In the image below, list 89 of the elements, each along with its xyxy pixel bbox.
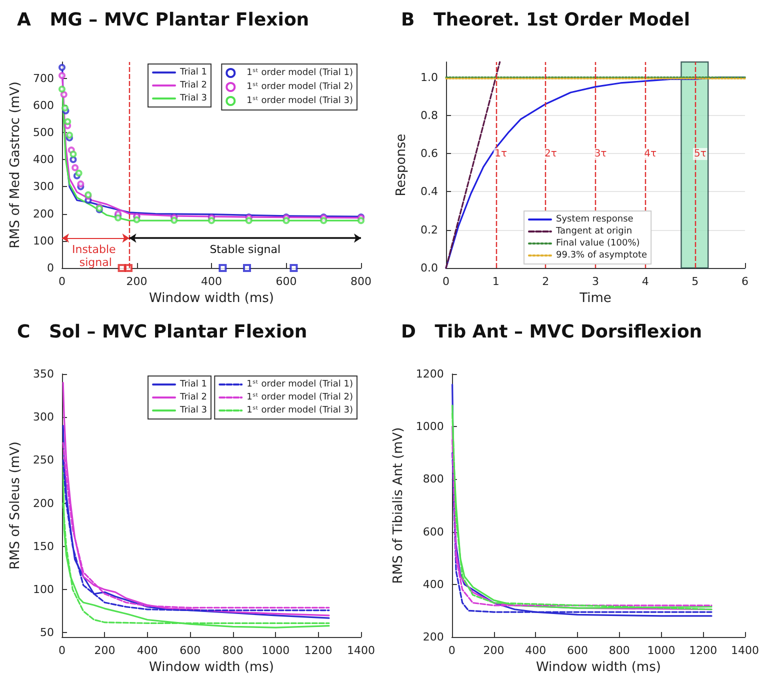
y-axis-title: RMS of Tibialis Ant (mV) — [391, 427, 406, 584]
legend-label: Trial 2 — [179, 392, 208, 402]
chart-title: D Tib Ant – MVC Dorsiflexion — [401, 322, 702, 342]
chart-title: C Sol – MVC Plantar Flexion — [17, 322, 308, 342]
y-tick-label: 350 — [33, 368, 54, 380]
y-axis-title: Response — [394, 134, 409, 196]
x-tick-label: 6 — [742, 275, 748, 288]
x-tick-label: 200 — [483, 644, 504, 657]
y-tick-label: 600 — [422, 525, 444, 538]
legend-label: 1ˢᵗ order model (Trial 2) — [246, 392, 353, 402]
x-tick-label: 400 — [201, 275, 222, 288]
x-tick-label: 0 — [448, 644, 456, 657]
x-axis-title: Time — [578, 291, 612, 306]
x-tick-label: 800 — [608, 644, 630, 657]
y-tick-label: 200 — [422, 630, 444, 644]
x-tick-label: 1200 — [304, 644, 332, 657]
x-tick-label: 3 — [592, 275, 599, 288]
legend-label: 1ˢᵗ order model (Trial 1) — [246, 68, 353, 78]
legend-label: Final value (100%) — [556, 238, 640, 248]
legend-label: 1ˢᵗ order model (Trial 1) — [246, 380, 353, 390]
y-tick-label: 300 — [33, 180, 54, 194]
x-tick-label: 1000 — [262, 644, 290, 657]
legend-label: System response — [556, 214, 634, 224]
x-tick-label: 800 — [350, 275, 372, 288]
y-tick-label: 600 — [33, 98, 54, 112]
x-tick-label: 0 — [58, 644, 66, 657]
y-tick-label: 700 — [33, 72, 54, 85]
y-tick-label: 0.0 — [420, 262, 438, 274]
x-tick-label: 0 — [58, 275, 66, 288]
x-tick-label: 600 — [276, 275, 297, 288]
x-tick-label: 200 — [126, 275, 148, 288]
legend-label: Trial 2 — [179, 80, 208, 90]
y-tick-label: 100 — [33, 234, 54, 248]
legend-label: 99.3% of asymptote — [556, 250, 648, 260]
ref-line-label: 5τ — [694, 148, 706, 160]
x-tick-label: 2 — [542, 275, 550, 288]
x-tick-label: 1 — [492, 275, 500, 288]
legend-label: Trial 3 — [179, 406, 208, 416]
legend-label: 1ˢᵗ order model (Trial 3) — [246, 96, 353, 106]
ref-line-label: 4τ — [644, 148, 657, 160]
legend-label: Trial 3 — [179, 94, 208, 104]
y-tick-label: 300 — [33, 410, 54, 424]
y-tick-label: 100 — [33, 583, 54, 596]
x-tick-label: 4 — [642, 275, 649, 288]
y-tick-label: 250 — [33, 454, 54, 467]
x-axis-title: Window width (ms) — [149, 291, 274, 306]
x-tick-label: 1000 — [647, 644, 676, 657]
legend-label: 1ˢᵗ order model (Trial 3) — [246, 406, 353, 416]
ref-line-label: 2τ — [544, 148, 557, 160]
y-tick-label: 1.0 — [420, 70, 438, 84]
legend-label: Tangent at origin — [555, 226, 632, 236]
chart-title: B Theoret. 1st Order Model — [401, 10, 690, 30]
x-tick-label: 400 — [525, 644, 546, 657]
y-tick-label: 1000 — [416, 420, 444, 434]
legend-label: Trial 1 — [179, 68, 208, 78]
y-tick-label: 0.2 — [420, 223, 438, 236]
x-tick-label: 5 — [692, 275, 699, 288]
y-tick-label: 150 — [33, 540, 54, 553]
y-tick-label: 200 — [33, 496, 54, 510]
x-tick-label: 200 — [94, 644, 116, 657]
legend-label: Trial 1 — [179, 380, 208, 390]
x-tick-label: 400 — [136, 644, 158, 657]
x-tick-label: 800 — [222, 644, 244, 657]
x-tick-label: 1400 — [731, 644, 759, 657]
x-axis-title: Window width (ms) — [536, 660, 661, 675]
x-tick-label: 1200 — [689, 644, 718, 657]
ref-line-label: 1τ — [494, 148, 508, 160]
y-tick-label: 0.4 — [420, 185, 438, 198]
ref-line-label: 3τ — [594, 148, 607, 160]
y-tick-label: 1200 — [416, 368, 444, 380]
y-tick-label: 400 — [33, 153, 54, 166]
y-tick-label: 0 — [47, 262, 54, 274]
y-tick-label: 400 — [422, 578, 444, 591]
x-tick-label: 600 — [180, 644, 201, 657]
annotation: Instable signal — [72, 243, 120, 270]
annotation: Stable signal — [210, 243, 281, 256]
x-tick-label: 1400 — [347, 644, 375, 657]
y-tick-label: 50 — [40, 626, 54, 640]
chart-title: A MG – MVC Plantar Flexion — [17, 10, 310, 30]
y-tick-label: 0.8 — [420, 108, 438, 122]
y-tick-label: 0.6 — [420, 147, 438, 160]
y-tick-label: 800 — [422, 472, 444, 486]
legend-label: 1ˢᵗ order model (Trial 2) — [246, 82, 353, 92]
y-tick-label: 500 — [33, 126, 54, 139]
x-tick-label: 600 — [567, 644, 588, 657]
y-axis-title: RMS of Soleus (mV) — [8, 442, 24, 570]
x-axis-title: Window width (ms) — [149, 660, 274, 675]
y-tick-label: 200 — [33, 207, 54, 220]
y-axis-title: RMS of Med Gastroc (mV) — [8, 82, 24, 248]
